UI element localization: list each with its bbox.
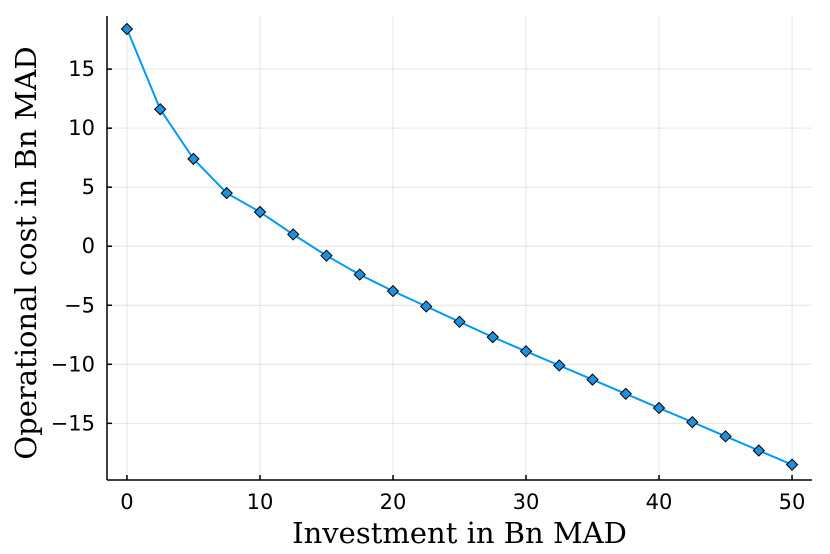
axes [106,16,812,481]
ticks: 0 10 20 30 40 50 −15 −10 −5 0 5 10 15 [51,57,806,514]
series [120,22,799,471]
data-point-marker [553,359,566,372]
y-tick-label: 15 [68,57,95,81]
y-tick-label: −10 [51,352,95,376]
data-point-marker [752,444,765,457]
data-point-marker [586,373,599,386]
x-axis-title: Investment in Bn MAD [292,516,627,550]
x-tick-label: 20 [380,490,407,514]
series-line [126,28,793,466]
data-point-marker [154,103,167,116]
data-point-marker [719,430,732,443]
data-point-marker [486,330,499,344]
y-axis-title: Operational cost in Bn MAD [9,46,43,459]
data-point-marker [686,415,699,429]
x-tick-label: 40 [646,490,673,514]
x-tick-label: 30 [513,490,540,514]
x-tick-label: 0 [120,490,133,514]
data-point-marker [619,387,632,401]
data-point-marker [652,401,666,415]
grid-lines [107,16,812,480]
data-point-marker [120,22,134,36]
data-point-marker [453,315,466,328]
y-tick-label: 5 [82,175,95,199]
data-point-marker [253,205,267,219]
data-point-marker [785,458,799,471]
data-point-marker [187,152,200,166]
data-point-marker [320,249,333,262]
x-tick-label: 50 [779,490,806,514]
data-point-marker [519,345,533,358]
data-point-marker [420,300,433,313]
x-tick-label: 10 [247,490,274,514]
data-point-marker [287,228,300,241]
data-point-marker [386,284,400,298]
y-tick-label: −5 [64,293,95,317]
y-tick-label: −15 [51,411,95,435]
data-point-marker [220,186,233,200]
data-point-marker [353,268,366,281]
y-tick-label: 0 [82,234,95,258]
y-tick-label: 10 [68,116,95,140]
